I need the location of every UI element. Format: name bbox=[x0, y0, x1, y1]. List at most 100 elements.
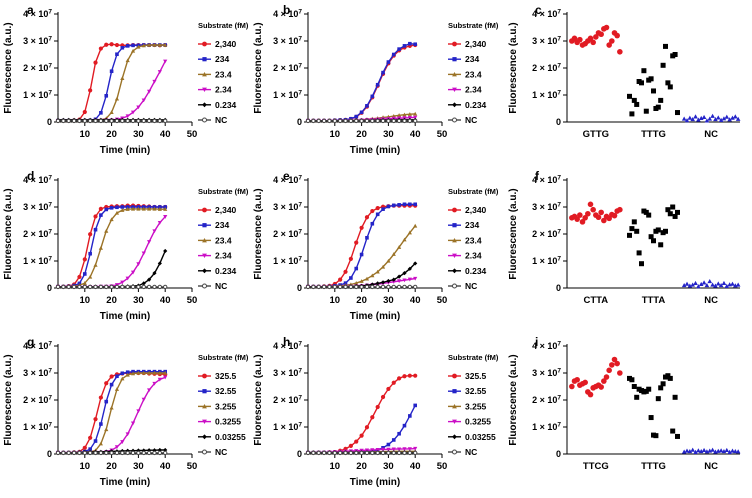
triangle-marker bbox=[82, 281, 87, 285]
square-marker bbox=[670, 204, 676, 210]
open-circle-marker bbox=[396, 118, 402, 124]
triangle-marker bbox=[147, 42, 152, 47]
square-marker bbox=[359, 110, 364, 115]
y-tick-label: 3 × 107 bbox=[23, 368, 52, 379]
square-marker bbox=[370, 221, 375, 226]
triangle-down-marker bbox=[136, 105, 141, 110]
square-marker bbox=[663, 43, 668, 49]
triangle-down-marker bbox=[163, 215, 168, 219]
y-tick-label: 3 × 107 bbox=[23, 202, 52, 213]
circle-marker bbox=[370, 415, 375, 420]
square-marker bbox=[413, 42, 417, 47]
y-axis-title: Fluorescence (a.u.) bbox=[508, 354, 519, 445]
open-circle-marker bbox=[98, 450, 104, 456]
open-circle-marker bbox=[61, 118, 66, 124]
y-tick-label: 1 × 107 bbox=[23, 422, 52, 433]
triangle-marker bbox=[125, 372, 130, 377]
circle-marker bbox=[590, 206, 596, 213]
series-23.4 bbox=[55, 42, 168, 123]
triangle-down-marker bbox=[202, 419, 207, 424]
square-marker bbox=[370, 94, 375, 99]
x-tick-label: 20 bbox=[356, 461, 367, 472]
diamond-marker bbox=[202, 434, 207, 440]
open-circle-marker bbox=[380, 450, 386, 456]
circle-marker bbox=[598, 384, 604, 390]
triangle-marker bbox=[730, 448, 735, 453]
panel-h: h 0 1 × 107 2 × 107 3 × 107 4 × 107 10 20 30 40 5… bbox=[250, 332, 505, 498]
legend-title: Substrate (fM) bbox=[198, 187, 249, 196]
square-marker bbox=[639, 80, 644, 86]
square-marker bbox=[125, 44, 130, 48]
circle-marker bbox=[614, 32, 620, 39]
circle-marker bbox=[569, 383, 575, 390]
square-marker bbox=[634, 394, 640, 400]
triangle-down-marker bbox=[147, 388, 152, 393]
square-marker bbox=[631, 97, 637, 103]
triangle-marker bbox=[120, 208, 125, 212]
square-marker bbox=[120, 371, 125, 376]
x-axis-title: Time (min) bbox=[350, 311, 400, 322]
triangle-marker bbox=[141, 206, 146, 211]
triangle-marker bbox=[152, 206, 157, 211]
circle-marker bbox=[109, 374, 114, 379]
y-tick-label: 2 × 107 bbox=[23, 229, 52, 240]
triangle-marker bbox=[98, 245, 103, 250]
legend-entry-label: 234 bbox=[215, 220, 229, 230]
open-circle-marker bbox=[348, 450, 354, 456]
open-circle-marker bbox=[55, 118, 61, 124]
open-circle-marker bbox=[114, 284, 120, 290]
square-marker bbox=[202, 223, 207, 228]
open-circle-marker bbox=[71, 450, 77, 456]
open-circle-marker bbox=[104, 118, 109, 124]
triangle-marker bbox=[715, 281, 721, 286]
legend-entry-label: 234 bbox=[465, 54, 479, 64]
panel-b: b 0 1 × 107 2 × 107 3 × 107 4 × 107 10 20 30 40 5… bbox=[250, 0, 505, 166]
circle-marker bbox=[617, 49, 623, 55]
legend-entry-label: 0.3255 bbox=[215, 417, 241, 427]
square-marker bbox=[391, 52, 396, 57]
triangle-marker bbox=[698, 281, 704, 287]
y-tick-label: 1 × 107 bbox=[23, 256, 52, 267]
triangle-marker bbox=[681, 283, 687, 288]
square-marker bbox=[104, 399, 109, 404]
category-label-NC: NC bbox=[704, 295, 718, 306]
y-tick-label: 3 × 107 bbox=[273, 368, 302, 379]
circle-marker bbox=[587, 201, 594, 208]
triangle-down-marker bbox=[163, 59, 168, 64]
panel-label-b: b bbox=[283, 3, 291, 17]
square-marker bbox=[375, 82, 380, 87]
square-marker bbox=[158, 205, 162, 209]
square-marker bbox=[386, 60, 391, 64]
panel-e-chart: 0 1 × 107 2 × 107 3 × 107 4 × 107 10 20 30 40 50 T… bbox=[253, 175, 499, 323]
panel-h-chart: 0 1 × 107 2 × 107 3 × 107 4 × 107 10 20 30 40 50 T… bbox=[253, 341, 499, 489]
triangle-marker bbox=[693, 114, 698, 119]
series-325.5 bbox=[305, 373, 418, 455]
y-axis-title: Fluorescence (a.u.) bbox=[3, 354, 14, 445]
triangle-marker bbox=[718, 448, 724, 453]
square-marker bbox=[99, 422, 103, 426]
open-circle-marker bbox=[407, 450, 413, 456]
y-tick-label: 1 × 107 bbox=[273, 90, 302, 101]
scatter-group-GTTG bbox=[569, 24, 623, 55]
y-tick-label: 0 bbox=[47, 449, 52, 459]
y-tick-label: 0 bbox=[47, 283, 52, 293]
triangle-marker bbox=[721, 280, 727, 285]
open-circle-marker bbox=[71, 118, 77, 124]
triangle-marker bbox=[152, 42, 157, 47]
x-tick-label: 40 bbox=[160, 129, 171, 140]
circle-marker bbox=[109, 42, 114, 47]
circle-marker bbox=[354, 240, 359, 245]
circle-marker bbox=[359, 433, 364, 438]
panel-b-chart: 0 1 × 107 2 × 107 3 × 107 4 × 107 10 20 30 40 50 T… bbox=[253, 9, 499, 157]
triangle-marker bbox=[693, 280, 698, 285]
open-circle-marker bbox=[364, 450, 370, 456]
open-circle-marker bbox=[327, 450, 332, 456]
legend-entry-label: NC bbox=[465, 281, 477, 291]
y-tick-label: 4 × 107 bbox=[532, 175, 561, 186]
circle-marker bbox=[364, 215, 370, 220]
legend-title: Substrate (fM) bbox=[448, 187, 499, 196]
circle-marker bbox=[343, 269, 348, 274]
triangle-down-marker bbox=[114, 445, 120, 450]
open-circle-marker bbox=[337, 118, 343, 124]
open-circle-marker bbox=[77, 450, 82, 456]
